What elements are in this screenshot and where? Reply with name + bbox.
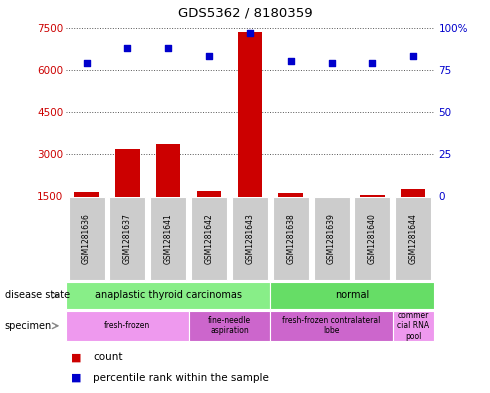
- Text: specimen: specimen: [5, 321, 52, 331]
- Bar: [270, 310, 393, 341]
- Bar: [74, 192, 99, 196]
- Bar: [354, 197, 391, 280]
- Text: ■: ■: [71, 373, 81, 383]
- Text: GSM1281639: GSM1281639: [327, 213, 336, 264]
- Bar: [393, 310, 434, 341]
- Bar: [191, 197, 227, 280]
- Text: GSM1281644: GSM1281644: [409, 213, 418, 264]
- Bar: [150, 197, 186, 280]
- Point: [205, 53, 213, 59]
- Text: GSM1281638: GSM1281638: [286, 213, 295, 264]
- Text: fresh-frozen: fresh-frozen: [104, 321, 150, 330]
- Bar: [319, 196, 344, 197]
- Text: disease state: disease state: [5, 290, 70, 300]
- Bar: [109, 197, 146, 280]
- Text: GSM1281643: GSM1281643: [245, 213, 254, 264]
- Point: [287, 58, 294, 64]
- Bar: [115, 149, 140, 196]
- Text: fine-needle
aspiration: fine-needle aspiration: [208, 316, 251, 336]
- Text: GSM1281637: GSM1281637: [123, 213, 132, 264]
- Point: [164, 45, 172, 51]
- Bar: [197, 191, 221, 196]
- Bar: [278, 193, 303, 196]
- Bar: [360, 195, 385, 196]
- Bar: [270, 282, 434, 309]
- Text: GSM1281636: GSM1281636: [82, 213, 91, 264]
- Text: anaplastic thyroid carcinomas: anaplastic thyroid carcinomas: [95, 290, 242, 300]
- Bar: [66, 282, 270, 309]
- Text: count: count: [93, 353, 122, 362]
- Point: [83, 60, 91, 66]
- Point: [409, 53, 417, 59]
- Bar: [395, 197, 431, 280]
- Text: GSM1281641: GSM1281641: [164, 213, 173, 264]
- Text: commer
cial RNA
pool: commer cial RNA pool: [397, 311, 429, 341]
- Bar: [189, 310, 270, 341]
- Text: GSM1281640: GSM1281640: [368, 213, 377, 264]
- Point: [123, 45, 131, 51]
- Text: GDS5362 / 8180359: GDS5362 / 8180359: [178, 7, 312, 20]
- Bar: [66, 310, 189, 341]
- Bar: [401, 189, 425, 196]
- Point: [328, 60, 336, 66]
- Text: ■: ■: [71, 353, 81, 362]
- Text: normal: normal: [335, 290, 369, 300]
- Point: [368, 60, 376, 66]
- Point: [246, 29, 254, 36]
- Bar: [273, 197, 309, 280]
- Text: GSM1281642: GSM1281642: [204, 213, 214, 264]
- Bar: [314, 197, 349, 280]
- Bar: [156, 144, 180, 196]
- Bar: [232, 197, 268, 280]
- Text: percentile rank within the sample: percentile rank within the sample: [93, 373, 269, 383]
- Bar: [238, 32, 262, 196]
- Bar: [69, 197, 104, 280]
- Text: fresh-frozen contralateral
lobe: fresh-frozen contralateral lobe: [282, 316, 381, 336]
